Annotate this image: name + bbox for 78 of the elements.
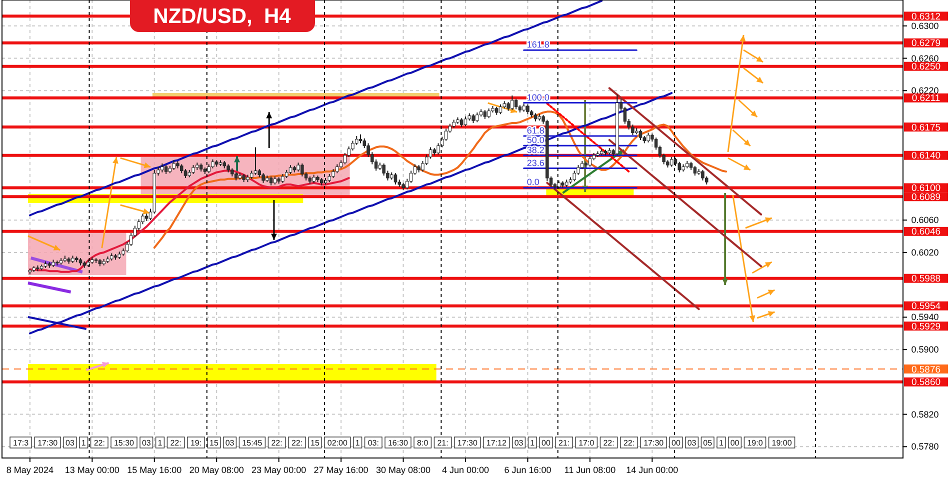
annotation: 00 — [730, 438, 740, 448]
annotation: 15 — [310, 438, 320, 448]
ref-line-label: 0.6279 — [911, 38, 941, 50]
annotation: 03 — [142, 438, 152, 448]
annotation: 16:30 — [388, 438, 409, 448]
annotation: 1 — [718, 438, 724, 448]
annotation: 22: — [623, 438, 635, 448]
annotation: 19: — [190, 438, 202, 448]
ref-line-label: 0.6312 — [911, 11, 941, 22]
annotation: 17:30 — [644, 438, 664, 448]
x-tick-label: 20 May 08:00 — [189, 465, 244, 475]
annotation: 21: — [558, 438, 570, 448]
y-tick-label: 0.6300 — [911, 20, 939, 31]
annotation: 17:12 — [486, 438, 507, 448]
annotation: 03: — [368, 438, 379, 448]
y-tick-label: 0.5900 — [911, 344, 939, 355]
ref-line-label: 0.6211 — [912, 93, 940, 104]
y-tick-label: 0.5940 — [911, 312, 939, 322]
ref-line-label: 0.6100 — [911, 183, 941, 194]
x-tick-label: 27 May 16:00 — [314, 465, 368, 475]
ref-line-label: 0.5929 — [911, 321, 941, 332]
annotation: 15:45 — [242, 438, 263, 448]
y-tick-label: 0.5780 — [911, 442, 939, 452]
annotation: 17:3 — [13, 438, 30, 448]
annotation: 22: — [291, 438, 303, 448]
annotation: 22: — [271, 438, 282, 448]
annotation: 21: — [437, 438, 448, 448]
annotation: 22: — [94, 438, 105, 448]
ref-line-label: 0.6089 — [911, 192, 941, 203]
ref-line-label: 0.5876 — [911, 364, 941, 376]
series-label: 50.0 — [526, 135, 544, 146]
y-tick-label: 0.6060 — [911, 215, 939, 226]
ref-line-label: 0.6250 — [911, 62, 941, 73]
text: 19:00 — [772, 438, 792, 448]
ref-line-label: 0.6140 — [911, 150, 941, 162]
annotation: 15 — [210, 438, 219, 448]
series-label: 38.2 — [526, 144, 544, 155]
annotation: 03 — [687, 438, 697, 448]
annotation: 03 — [66, 438, 75, 448]
x-tick-label: 11 Jun 08:00 — [564, 465, 616, 475]
annotation: 17:30 — [38, 438, 58, 448]
x-tick-label: 15 May 16:00 — [127, 465, 182, 475]
annotation: 17:30 — [457, 438, 478, 448]
ref-line-label: 0.5860 — [911, 377, 941, 388]
annotation: 19:0 — [747, 438, 764, 448]
x-tick-label: 13 May 00:00 — [64, 465, 120, 475]
x-tick-label: 4 Jun 00:00 — [442, 465, 490, 475]
annotation: 15:30 — [114, 438, 135, 448]
series-label: 0.0 — [526, 177, 540, 188]
y-tick-label: 0.5820 — [911, 409, 939, 420]
annotation: 22: — [603, 438, 614, 448]
x-tick-label: 30 May 08:00 — [376, 465, 431, 475]
ref-line-label: 0.5988 — [911, 274, 941, 285]
x-tick-label: 8 May 2024 — [6, 465, 54, 475]
y-tick-label: 0.6260 — [911, 53, 939, 64]
annotation: 00 — [672, 438, 681, 448]
annotation: 22: — [170, 438, 182, 448]
chart-title: NZD/USD, H4 — [153, 5, 292, 28]
ref-line-label: 0.5954 — [911, 301, 941, 312]
series-label: 23.6 — [526, 158, 544, 168]
annotation: 1 — [158, 438, 163, 448]
annotation: 8:0 — [417, 438, 429, 448]
annotation: 03 — [225, 438, 235, 448]
ref-line-label: 0.6046 — [911, 226, 941, 238]
series-label: 61.8 — [526, 125, 544, 136]
annotation: 05 — [703, 438, 713, 448]
x-tick-label: 6 Jun 16:00 — [504, 465, 552, 475]
x-tick-label: 23 May 00:00 — [252, 465, 306, 475]
annotation: 02:00 — [327, 438, 348, 448]
annotation: 1 — [355, 438, 360, 448]
y-tick-label: 0.6020 — [911, 247, 939, 258]
annotation: 1 — [81, 438, 86, 448]
annotation: 17:0 — [578, 438, 595, 448]
ref-line-label: 0.6175 — [911, 122, 941, 134]
x-tick-label: 14 Jun 00:00 — [626, 465, 678, 475]
annotation: 03 — [514, 438, 524, 448]
annotation: 1 — [530, 438, 536, 448]
annotation: 00 — [542, 438, 551, 448]
